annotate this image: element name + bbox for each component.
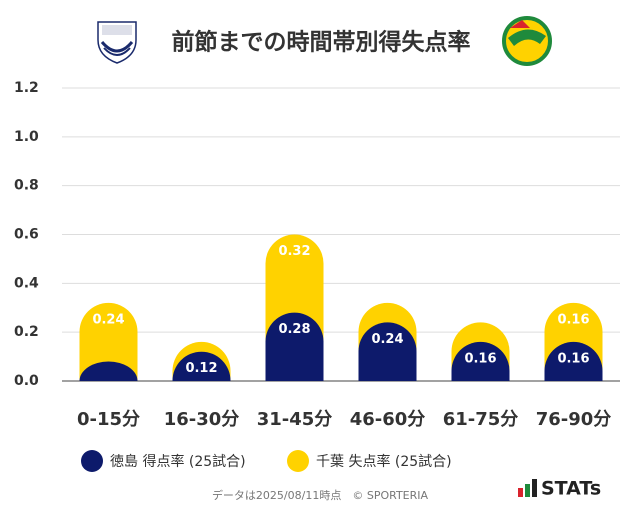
y-tick-label: 0.8: [14, 178, 39, 194]
x-tick-label: 61-75分: [443, 409, 519, 430]
y-tick-label: 0.2: [14, 324, 39, 340]
home-logo: [97, 21, 137, 64]
bar-segment: [79, 302, 138, 381]
y-tick-label: 0.6: [14, 227, 39, 243]
bar-segment: [358, 322, 417, 381]
legend-label: 徳島 得点率 (25試合): [110, 453, 246, 470]
x-tick-label: 16-30分: [164, 409, 240, 430]
data-label: 0.24: [371, 332, 403, 347]
y-tick-label: 0.4: [14, 275, 39, 291]
x-tick-label: 76-90分: [536, 409, 612, 430]
bar-segment: [172, 351, 231, 381]
data-label: 0.16: [464, 351, 496, 366]
chart-title: 前節までの時間帯別得失点率: [172, 29, 471, 56]
legend-swatch: [287, 450, 309, 472]
bar-segment: [79, 361, 138, 381]
bar-segment: [265, 234, 324, 342]
data-label: 0.24: [92, 312, 124, 327]
away-logo: [502, 16, 552, 66]
x-tick-label: 31-45分: [257, 409, 333, 430]
y-tick-label: 1.0: [14, 129, 39, 145]
x-tick-label: 46-60分: [350, 409, 426, 430]
x-tick-label: 0-15分: [77, 409, 140, 430]
data-label: 0.28: [278, 322, 310, 337]
legend-label: 千葉 失点率 (25試合): [316, 453, 452, 470]
footer-note: データは2025/08/11時点 © SPORTERIA: [212, 488, 429, 502]
data-label: 0.12: [185, 361, 217, 376]
data-label: 0.32: [278, 244, 310, 259]
y-tick-label: 0.0: [14, 373, 39, 389]
brand: STATs: [541, 478, 601, 500]
legend-swatch: [81, 450, 103, 472]
data-label: 0.16: [557, 351, 589, 366]
bar-segment: [451, 341, 510, 381]
brand-logo: [518, 479, 537, 497]
data-label: 0.16: [557, 312, 589, 327]
bar-segment: [265, 312, 324, 381]
bar-segment: [544, 341, 603, 381]
y-tick-label: 1.2: [14, 80, 39, 96]
